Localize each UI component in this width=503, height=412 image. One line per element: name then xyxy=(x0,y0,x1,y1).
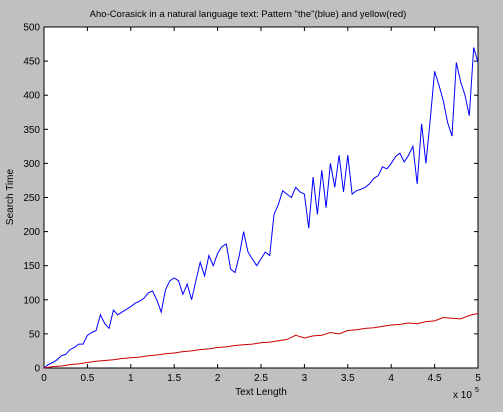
x-axis-label: Text Length xyxy=(235,387,287,398)
x-axis-exponent-base: x 10 xyxy=(453,390,472,401)
series-line-blue xyxy=(43,47,479,369)
y-tick-label: 300 xyxy=(23,159,40,170)
x-tick-label: 4.5 xyxy=(428,373,442,384)
y-tick-label: 50 xyxy=(29,329,41,340)
y-tick-label: 400 xyxy=(23,91,40,102)
y-tick-label: 350 xyxy=(23,125,40,136)
y-tick-label: 250 xyxy=(23,193,40,204)
y-tick-label: 100 xyxy=(23,295,40,306)
x-tick-label: 5 xyxy=(475,373,481,384)
x-tick-label: 1 xyxy=(128,373,134,384)
x-axis-exponent-power: 5 xyxy=(475,387,479,394)
x-tick-label: 2 xyxy=(215,373,221,384)
y-tick-label: 450 xyxy=(23,57,40,68)
plot-area xyxy=(43,26,479,369)
x-tick-label: 3.5 xyxy=(341,373,355,384)
y-tick-label: 0 xyxy=(34,364,40,375)
y-tick-label: 150 xyxy=(23,261,40,272)
y-tick-label: 500 xyxy=(23,23,40,34)
x-tick-label: 2.5 xyxy=(254,373,268,384)
x-tick-label: 0 xyxy=(41,373,47,384)
series-line-red xyxy=(43,312,479,369)
x-tick-label: 4 xyxy=(388,373,394,384)
tick-labels: 0 0.5 1 1.5 2 2.5 3 3.5 4 4.5 50501001502002503003… xyxy=(23,23,481,385)
axis-ticks xyxy=(43,26,479,369)
chart-title: Aho-Corasick in a natural language text:… xyxy=(90,9,407,20)
y-tick-label: 200 xyxy=(23,227,40,238)
y-axis-label: Search Time xyxy=(5,168,16,225)
x-tick-label: 1.5 xyxy=(167,373,181,384)
data-series xyxy=(43,47,479,369)
x-tick-label: 0.5 xyxy=(80,373,94,384)
x-tick-label: 3 xyxy=(302,373,308,384)
